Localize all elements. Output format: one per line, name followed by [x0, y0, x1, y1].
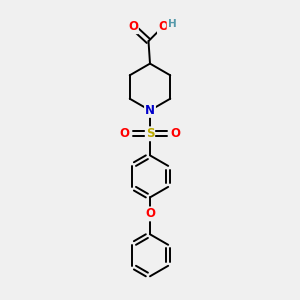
- Text: O: O: [128, 20, 138, 33]
- Text: O: O: [158, 20, 168, 33]
- Text: S: S: [146, 127, 154, 140]
- Text: H: H: [167, 19, 176, 29]
- Text: O: O: [145, 207, 155, 220]
- Text: O: O: [170, 127, 181, 140]
- Text: O: O: [119, 127, 130, 140]
- Text: N: N: [145, 104, 155, 117]
